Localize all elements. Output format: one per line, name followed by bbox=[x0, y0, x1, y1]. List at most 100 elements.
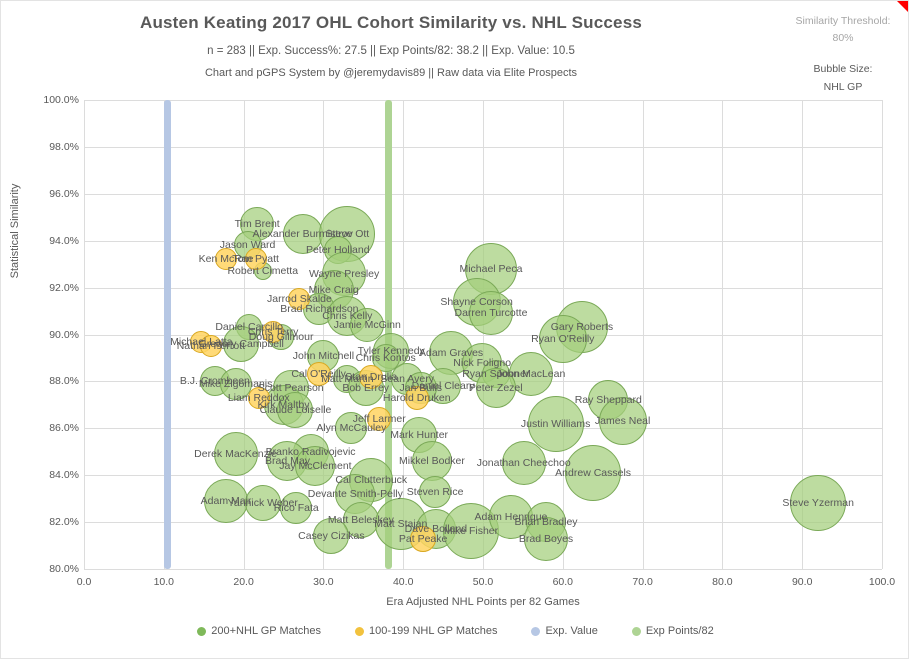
bubble[interactable] bbox=[244, 485, 281, 522]
y-tick-label: 90.0% bbox=[49, 328, 79, 341]
bubble-size-label: Bubble Size: bbox=[813, 63, 873, 75]
bubble[interactable] bbox=[199, 335, 222, 358]
y-tick-label: 98.0% bbox=[49, 140, 79, 153]
bubble[interactable] bbox=[790, 475, 847, 532]
bubble-label: Chris Terry bbox=[247, 326, 299, 339]
legend-item: Exp. Value bbox=[531, 625, 598, 637]
bubble-label: Steve Ott bbox=[325, 227, 370, 240]
bubble-label: Steven Rice bbox=[406, 485, 464, 498]
bubble[interactable] bbox=[538, 315, 587, 364]
bubble-label: Branko Radivojevic bbox=[265, 445, 356, 458]
bubble[interactable] bbox=[342, 501, 379, 538]
bubble-label: Robert Cimetta bbox=[227, 265, 299, 278]
bubble[interactable] bbox=[475, 368, 516, 409]
bubble[interactable] bbox=[223, 325, 260, 362]
bubble-label: Harold Druken bbox=[382, 391, 451, 404]
gridline-horizontal bbox=[84, 475, 882, 477]
bubble-label: B.J. Crombeen bbox=[179, 375, 250, 388]
bubble-label: John MacLean bbox=[496, 368, 566, 381]
chart-legend: 200+NHL GP Matches 100-199 NHL GP Matches… bbox=[1, 625, 908, 637]
legend-swatch-icon bbox=[197, 626, 207, 636]
bubble-label: Alyn McCauley bbox=[316, 422, 387, 435]
bubble[interactable] bbox=[565, 444, 622, 501]
similarity-threshold-note: Similarity Threshold: 80% bbox=[788, 13, 898, 47]
bubble-label: Mark Hunter bbox=[390, 429, 449, 442]
bubble[interactable] bbox=[313, 518, 350, 555]
bubble-label: Cal O'Reilly bbox=[291, 368, 346, 381]
bubble-label: Ray Sheppard bbox=[574, 394, 642, 407]
bubble-label: Peter Holland bbox=[305, 244, 370, 257]
bubble[interactable] bbox=[410, 525, 437, 552]
bubble[interactable] bbox=[367, 406, 392, 431]
bubble-label: Derek MacKenzie bbox=[194, 448, 278, 461]
bubble-label: Matt Beleskey bbox=[327, 513, 394, 526]
legend-label: Exp Points/82 bbox=[645, 625, 714, 637]
bubble-label: Daniel Carcillo bbox=[215, 321, 284, 334]
bubble[interactable] bbox=[598, 397, 647, 446]
bubble-label: Matt Stajan bbox=[374, 518, 428, 531]
bubble-label: Jonathan Cheechoo bbox=[476, 457, 571, 470]
ref-line-exp-value bbox=[164, 100, 172, 569]
bubble-label: Yannick Weber bbox=[227, 497, 298, 510]
legend-item: 200+NHL GP Matches bbox=[197, 625, 321, 637]
legend-swatch-icon bbox=[355, 626, 365, 636]
bubble[interactable] bbox=[501, 441, 546, 486]
bubble[interactable] bbox=[527, 395, 584, 452]
y-axis-title: Statistical Similarity bbox=[9, 183, 21, 279]
plot-area: Tim Brent Alexander Burmistrov Steve Ott Ja… bbox=[43, 94, 895, 588]
bubble-label: Alexander Burmistrov bbox=[252, 227, 353, 240]
bubble[interactable] bbox=[219, 367, 252, 400]
bubble[interactable] bbox=[335, 412, 368, 445]
y-tick-label: 100.0% bbox=[43, 94, 79, 106]
gridline-horizontal bbox=[84, 428, 882, 430]
x-axis-title: Era Adjusted NHL Points per 82 Games bbox=[386, 596, 580, 608]
y-tick-label: 84.0% bbox=[49, 469, 79, 482]
bubble-label: Jamie McGinn bbox=[333, 319, 401, 332]
bubble-label: Mikkel Bodker bbox=[398, 455, 465, 468]
y-tick-label: 88.0% bbox=[49, 375, 79, 388]
bubble[interactable] bbox=[247, 386, 270, 409]
bubble-label: Doug Gilmour bbox=[248, 330, 314, 343]
bubble[interactable] bbox=[295, 445, 336, 486]
bubble-label: James Neal bbox=[594, 415, 651, 428]
bubble[interactable] bbox=[306, 362, 331, 387]
bubble[interactable] bbox=[419, 475, 452, 508]
bubble-label: Jarrod Skalde bbox=[267, 293, 332, 306]
bubble[interactable] bbox=[468, 291, 513, 336]
y-tick-label: 92.0% bbox=[49, 281, 79, 294]
bubble[interactable] bbox=[371, 343, 400, 372]
bubble-label: Jason Ward bbox=[219, 239, 276, 252]
x-tick-label: 80.0 bbox=[712, 576, 733, 588]
bubble-size-value: NHL GP bbox=[823, 80, 863, 93]
bubble[interactable] bbox=[215, 248, 238, 271]
bubble-label: Kirk Maltby bbox=[257, 398, 310, 411]
red-corner-marker bbox=[897, 1, 908, 12]
bubble-label: John Mitchell bbox=[292, 349, 355, 362]
bubble[interactable] bbox=[404, 385, 429, 410]
bubble[interactable] bbox=[524, 516, 569, 561]
bubble[interactable] bbox=[508, 352, 553, 397]
bubble[interactable] bbox=[277, 391, 314, 428]
bubble[interactable] bbox=[359, 364, 384, 389]
bubble-label: Scott Pearson bbox=[257, 382, 324, 395]
bubble-label: Wayne Presley bbox=[309, 267, 380, 280]
bubble[interactable] bbox=[280, 492, 313, 525]
bubble[interactable] bbox=[262, 321, 285, 344]
legend-label: 100-199 NHL GP Matches bbox=[369, 625, 498, 637]
bubble-label: Jan Bulis bbox=[399, 382, 443, 395]
gridline-horizontal bbox=[84, 334, 882, 336]
bubble[interactable] bbox=[411, 441, 452, 482]
gridline-horizontal bbox=[84, 240, 882, 242]
bubble-label: Michael Peca bbox=[459, 262, 523, 275]
bubble-label: Adam Graves bbox=[418, 347, 484, 360]
bubble-label: Andrew Cassels bbox=[555, 466, 632, 479]
gridline-horizontal bbox=[84, 569, 882, 570]
bubble-label: Nathan Perrott bbox=[176, 340, 246, 353]
bubble[interactable] bbox=[244, 248, 267, 271]
gridline-horizontal bbox=[84, 193, 882, 195]
bubble[interactable] bbox=[213, 432, 258, 477]
bubble-label: Jay McClement bbox=[279, 459, 352, 472]
bubble-label: Matt Martin bbox=[321, 373, 374, 386]
bubble-label: Brad Boyes bbox=[518, 532, 574, 545]
bubble[interactable] bbox=[288, 288, 311, 311]
